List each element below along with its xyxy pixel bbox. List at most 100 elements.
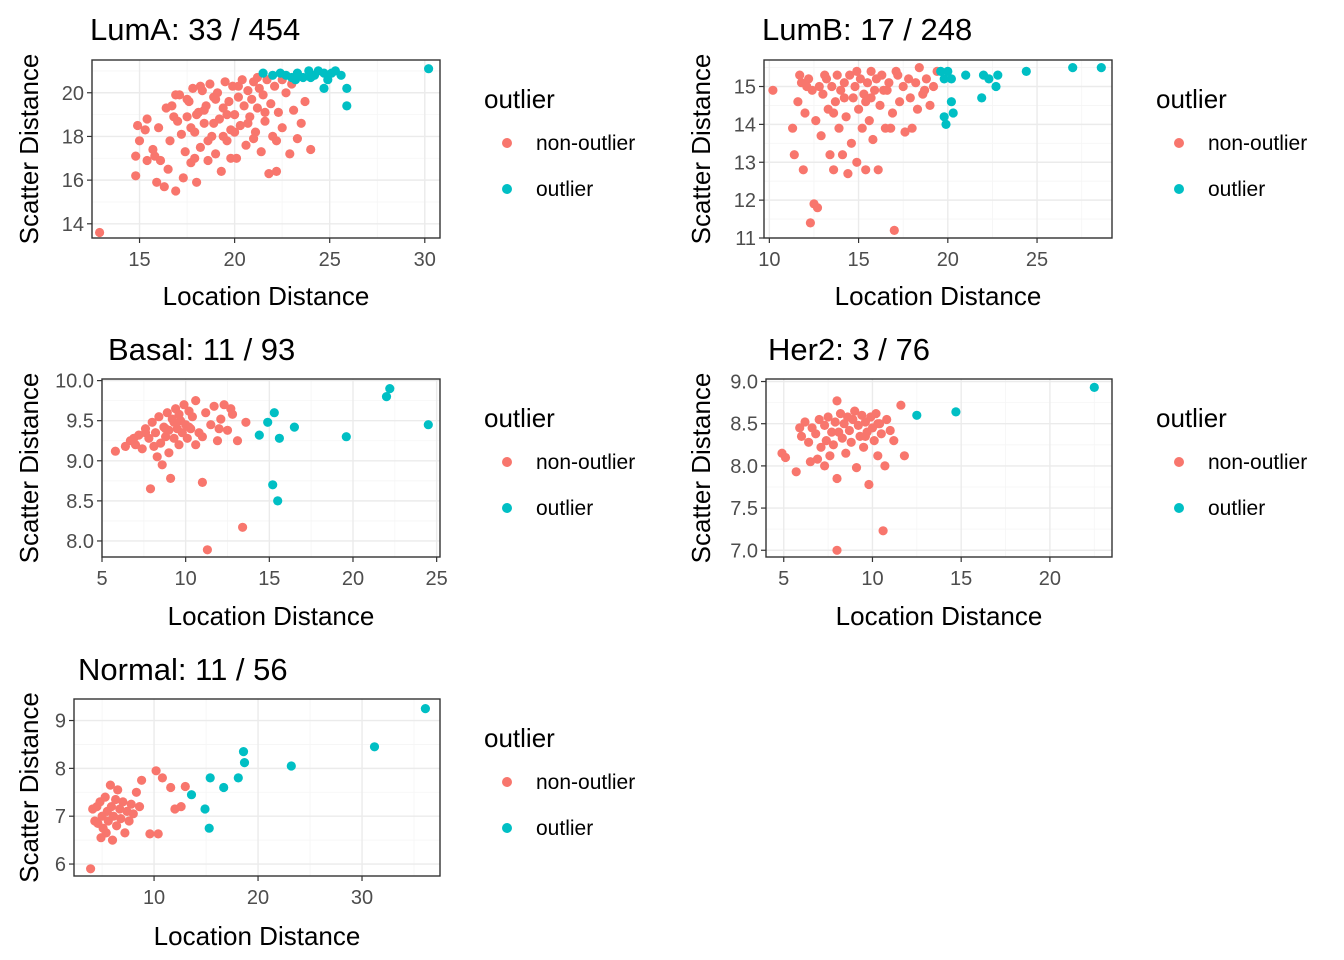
data-point-non-outlier [202,545,212,555]
data-point-non-outlier [804,437,814,447]
panel-border [765,378,1113,558]
data-point-outlier [273,496,283,506]
facet-panel-5: 10 20 30 6 7 8 9 Normal: 11 / 56 Location Distan… [14,652,635,951]
y-tick-label: 8.5 [66,491,94,513]
legend-key-non-outlier [502,777,512,787]
data-point-non-outlier [169,433,179,443]
data-point-non-outlier [812,454,823,464]
data-point-non-outlier [226,404,236,414]
data-point-outlier [977,93,987,103]
data-point-non-outlier [788,123,798,133]
x-tick-label: 30 [414,249,436,271]
data-point-outlier [1068,63,1078,73]
data-point-non-outlier [176,802,186,812]
data-point-non-outlier [176,129,186,139]
data-point-non-outlier [142,155,152,166]
data-point-non-outlier [814,81,824,92]
y-tick-label: 9.0 [730,372,758,394]
data-point-non-outlier [216,166,226,176]
data-point-non-outlier [828,440,839,450]
data-point-non-outlier [900,127,910,137]
x-tick-label: 15 [950,568,972,590]
data-point-non-outlier [164,448,174,458]
y-tick-label: 8.5 [730,414,758,436]
legend-label: outlier [536,817,593,840]
data-point-non-outlier [157,773,167,783]
data-point-non-outlier [851,463,862,473]
y-axis-title: Scatter Distance [14,692,44,883]
legend-label: non-outlier [1208,451,1307,474]
data-point-non-outlier [876,429,886,439]
data-point-non-outlier [825,451,835,461]
data-point-non-outlier [145,484,156,494]
legend-title: outlier [484,403,555,433]
data-point-non-outlier [868,134,878,145]
data-point-non-outlier [296,118,306,128]
data-point-non-outlier [866,93,876,103]
x-tick-label: 15 [128,249,150,271]
data-point-non-outlier [306,144,316,155]
data-point-outlier [254,430,264,440]
data-point-non-outlier [877,70,887,80]
data-point-non-outlier [832,473,842,484]
data-point-non-outlier [184,422,194,432]
data-point-non-outlier [203,136,213,146]
data-point-non-outlier [165,136,175,146]
data-point-non-outlier [195,142,205,152]
data-point-non-outlier [116,814,126,824]
data-point-non-outlier [197,477,207,487]
legend: outlier non-outlier outlier [484,84,635,201]
y-tick-label: 14 [734,114,756,136]
data-point-non-outlier [825,150,835,160]
data-point-non-outlier [209,401,219,411]
data-point-outlier [946,97,957,107]
legend: outlier non-outlier outlier [1156,403,1307,520]
data-point-non-outlier [848,414,858,425]
legend-title: outlier [484,84,555,114]
y-tick-label: 14 [62,214,84,236]
y-tick-label: 10.0 [55,371,94,393]
data-point-non-outlier [899,451,910,461]
data-point-non-outlier [157,460,167,470]
data-point-outlier [424,64,434,74]
data-point-non-outlier [820,70,830,80]
data-point-non-outlier [821,436,831,446]
y-tick-label: 9.0 [66,451,94,473]
data-point-non-outlier [852,157,862,167]
data-point-outlier [319,83,329,93]
data-point-non-outlier [836,85,846,95]
data-point-non-outlier [846,437,856,447]
data-point-outlier [381,392,392,402]
data-point-non-outlier [232,436,243,446]
data-point-non-outlier [120,828,130,838]
data-point-non-outlier [188,83,198,93]
data-point-non-outlier [837,433,847,443]
data-point-outlier [984,74,994,84]
data-point-non-outlier [882,414,892,425]
data-point-outlier [939,74,949,84]
legend-key-non-outlier [1174,138,1184,148]
data-point-non-outlier [199,118,209,128]
data-point-non-outlier [199,105,209,115]
y-tick-label: 7 [55,806,66,828]
data-point-outlier [951,407,961,417]
legend: outlier non-outlier outlier [484,723,635,840]
data-point-outlier [369,742,380,752]
data-point-non-outlier [839,93,849,103]
data-point-non-outlier [873,419,883,429]
data-point-outlier [993,70,1003,80]
x-tick-label: 25 [426,568,448,590]
data-point-non-outlier [233,92,243,102]
data-point-non-outlier [820,461,830,471]
data-point-non-outlier [260,107,270,117]
data-point-non-outlier [126,799,136,809]
x-tick-label: 10 [175,568,197,590]
data-point-non-outlier [896,400,906,410]
y-tick-label: 7.5 [730,498,758,520]
data-point-outlier [204,823,214,833]
data-point-non-outlier [174,440,184,450]
data-point-non-outlier [222,110,232,120]
data-point-outlier [298,72,308,83]
data-point-outlier [991,81,1001,92]
